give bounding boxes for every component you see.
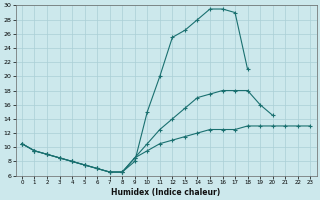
X-axis label: Humidex (Indice chaleur): Humidex (Indice chaleur) bbox=[111, 188, 221, 197]
